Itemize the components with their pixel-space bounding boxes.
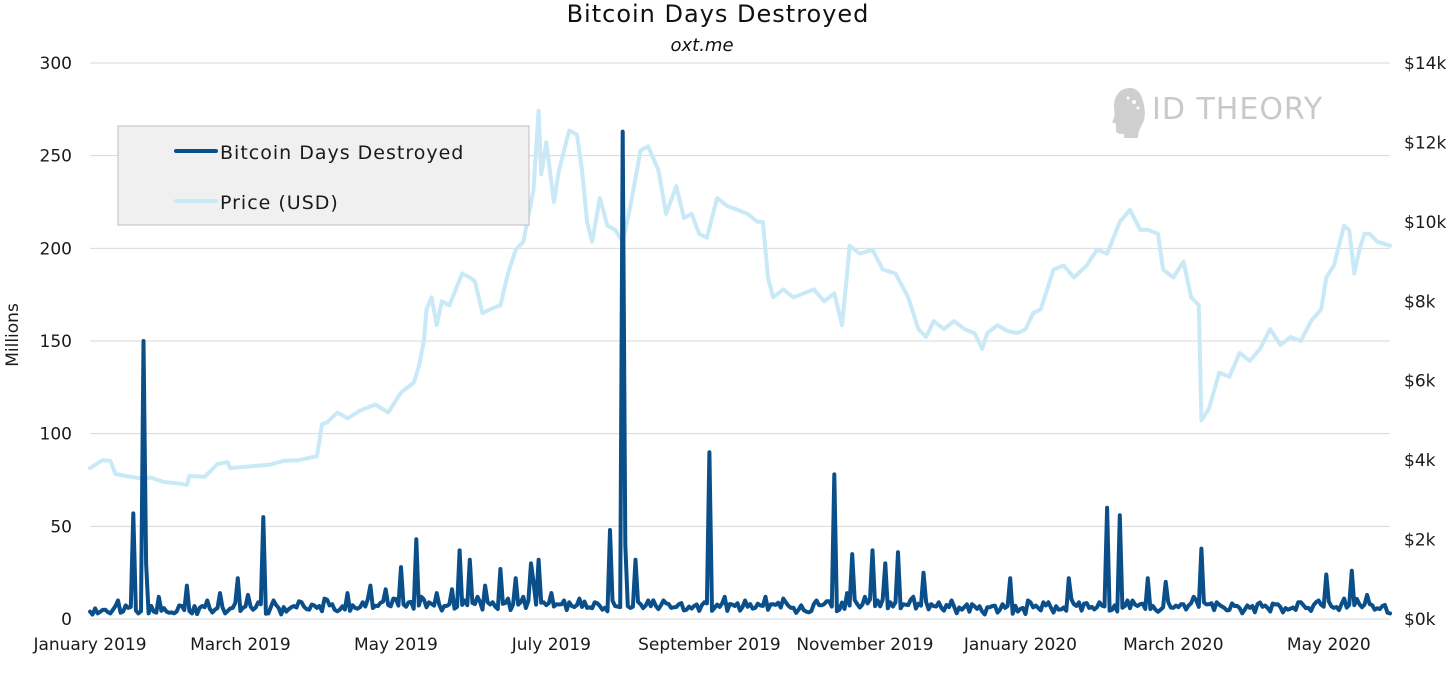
- y-tick-label-left: 200: [40, 239, 72, 259]
- watermark-logo: ID THEORY: [1112, 88, 1323, 138]
- y-tick-label-right: $2k: [1404, 531, 1436, 551]
- y-tick-label-right: $6k: [1404, 372, 1436, 392]
- legend-box: [117, 125, 530, 226]
- x-tick-label: May 2020: [1287, 635, 1371, 655]
- y-axis-label: Millions: [3, 303, 23, 367]
- chart-title: Bitcoin Days Destroyed: [567, 0, 870, 28]
- y-axis-left: 0 50 100 150 200 250 300: [40, 54, 72, 630]
- y-tick-label-right: $14k: [1404, 54, 1446, 74]
- x-tick-label: July 2019: [511, 635, 591, 655]
- y-tick-label-left: 100: [40, 425, 72, 445]
- x-axis: January 2019 March 2019 May 2019 July 2019 S…: [32, 635, 1370, 655]
- series-line-bitcoin-days-destroyed: [88, 129, 1392, 617]
- x-tick-label: March 2019: [190, 635, 291, 655]
- legend-label-price: Price (USD): [220, 192, 339, 214]
- y-tick-label-right: $4k: [1404, 451, 1436, 471]
- y-tick-label-left: 250: [40, 147, 72, 167]
- series-layer: [88, 108, 1392, 617]
- x-tick-label: January 2020: [963, 635, 1077, 655]
- y-tick-label-left: 150: [40, 332, 72, 352]
- x-tick-label: September 2019: [638, 635, 781, 655]
- x-tick-label: January 2019: [32, 635, 146, 655]
- y-tick-label-right: $10k: [1404, 213, 1446, 233]
- y-axis-right: $0k $2k $4k $6k $8k $10k $12k $14k: [1404, 54, 1446, 630]
- legend: Bitcoin Days Destroyed Price (USD): [117, 125, 530, 226]
- x-tick-label: November 2019: [796, 635, 933, 655]
- legend-label-bitcoin-days-destroyed: Bitcoin Days Destroyed: [220, 142, 464, 164]
- y-tick-label-left: 50: [50, 517, 72, 537]
- y-tick-label-right: $8k: [1404, 292, 1436, 312]
- x-tick-label: March 2020: [1123, 635, 1224, 655]
- watermark-text: ID THEORY: [1152, 92, 1323, 127]
- y-tick-label-left: 300: [40, 54, 72, 74]
- series-line-price: [88, 108, 1392, 487]
- x-tick-label: May 2019: [354, 635, 438, 655]
- y-tick-label-right: $0k: [1404, 610, 1436, 630]
- head-silhouette-icon: [1112, 88, 1145, 138]
- y-tick-label-right: $12k: [1404, 133, 1446, 153]
- chart-subtitle: oxt.me: [670, 35, 733, 56]
- y-tick-label-left: 0: [61, 610, 72, 630]
